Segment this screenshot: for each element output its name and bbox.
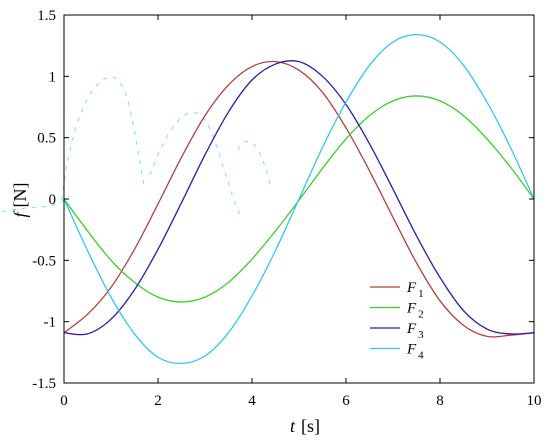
artifact-curve [149, 111, 241, 216]
y-axis-unit: [N] [10, 182, 30, 207]
y-axis-label: f [N] [10, 182, 30, 217]
x-tick-label: 2 [154, 393, 162, 409]
y-tick-label: 0.5 [37, 131, 56, 147]
y-tick-label: 1.5 [37, 8, 56, 24]
x-axis-unit: [s] [301, 416, 320, 436]
legend-label-base: F [406, 280, 417, 296]
series-line-f1 [63, 60, 535, 338]
y-axis-ticks: -1.5 -1 -0.5 0 0.5 1 1.5 [32, 8, 534, 392]
legend-label-subscript: 1 [418, 288, 424, 300]
legend-label-subscript: 2 [418, 309, 424, 321]
legend: F 1F 2F 3F 4 [370, 280, 424, 362]
x-axis-symbol: t [290, 416, 296, 436]
legend-label-base: F [406, 321, 417, 337]
x-tick-label: 6 [342, 393, 350, 409]
x-axis-ticks: 0 2 4 6 8 10 [60, 15, 542, 409]
legend-label-base: F [406, 301, 417, 317]
y-tick-label: -1 [44, 315, 57, 331]
x-tick-label: 4 [248, 393, 256, 409]
artifact-curve [237, 140, 271, 186]
artifact-curve [61, 76, 146, 201]
y-tick-label: 1 [49, 69, 57, 85]
series-layer [63, 33, 535, 365]
series-line-f4 [63, 33, 535, 365]
x-tick-label: 8 [436, 393, 444, 409]
x-axis-label: t [s] [290, 416, 320, 436]
y-axis-symbol: f [10, 210, 30, 218]
legend-label-base: F [406, 342, 417, 358]
legend-label-subscript: 3 [418, 329, 424, 341]
y-tick-label: -0.5 [32, 253, 56, 269]
faint-background-artifacts [1, 76, 271, 216]
series-line-f3 [63, 60, 535, 336]
x-tick-label: 10 [527, 393, 542, 409]
y-tick-label: -1.5 [32, 376, 56, 392]
legend-label-subscript: 4 [418, 350, 424, 362]
y-tick-label: 0 [49, 192, 57, 208]
x-tick-label: 0 [60, 393, 68, 409]
